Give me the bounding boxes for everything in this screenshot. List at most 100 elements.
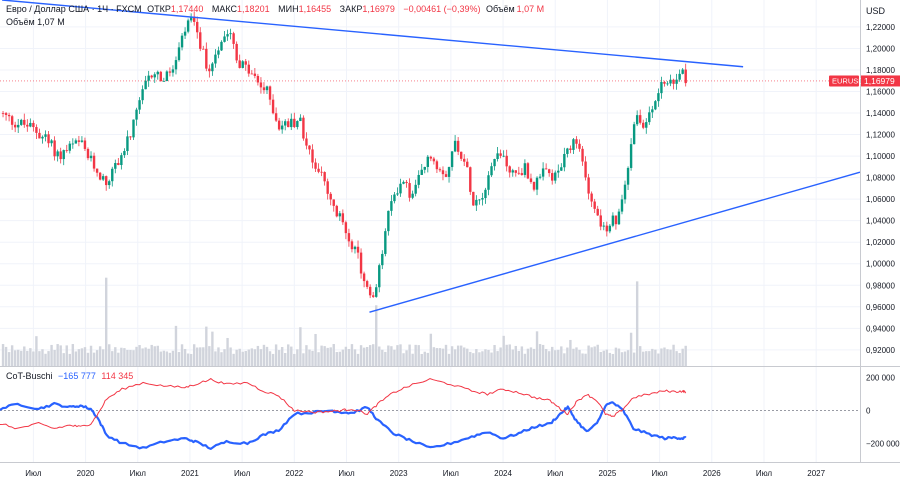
candle-body <box>368 286 372 296</box>
price-tick-label: 1,10000 <box>866 152 895 161</box>
cot-indicator-name[interactable]: CoT-Buschi <box>6 371 53 381</box>
candle-body <box>635 115 639 125</box>
candle-body <box>53 140 56 157</box>
candle-body <box>381 253 384 266</box>
volume-bar <box>305 345 308 366</box>
candle-body <box>132 119 135 138</box>
volume-bar <box>417 345 420 366</box>
price-tick-label: 1,02000 <box>866 238 895 247</box>
candle-body <box>620 199 624 212</box>
volume-bar <box>290 346 293 366</box>
candle-body <box>632 124 636 145</box>
currency-label[interactable]: USD <box>866 6 886 16</box>
volume-bar <box>293 353 296 366</box>
candle-body <box>217 50 220 55</box>
close-label: ЗАКР <box>339 4 363 14</box>
volume-bar <box>23 346 26 366</box>
candle-body <box>426 156 430 167</box>
volume-bar <box>526 348 530 366</box>
time-tick-label: 2020 <box>77 469 95 478</box>
cot-series-line <box>0 378 687 430</box>
cot-tick-label: −200 000 <box>866 439 900 448</box>
candle-body <box>332 199 335 206</box>
volume-bar <box>384 351 387 366</box>
candle-body <box>32 122 35 128</box>
candle-body <box>338 213 342 217</box>
candle-body <box>587 177 590 194</box>
volume-bar <box>287 344 290 366</box>
time-tick-label: Июл <box>651 469 668 478</box>
volume-bar <box>83 347 87 366</box>
candle-body <box>192 16 196 22</box>
volume-bar <box>578 349 581 366</box>
candle-body <box>384 231 387 254</box>
volume-bar <box>502 335 505 366</box>
time-tick-label: Июл <box>547 469 564 478</box>
time-tick-label: 2023 <box>390 469 408 478</box>
candle-body <box>614 215 618 225</box>
price-tick-label: 1,04000 <box>866 217 895 226</box>
candle-body <box>554 172 557 181</box>
volume-bar <box>390 346 393 366</box>
volume-bar <box>104 277 108 366</box>
candle-body <box>71 143 75 145</box>
volume-bar <box>459 345 463 366</box>
candle-body <box>523 163 527 175</box>
volume-bar <box>44 353 47 366</box>
volume-bar <box>101 349 105 366</box>
candle-body <box>584 161 587 178</box>
candle-body <box>487 175 490 190</box>
candle-body <box>408 183 411 198</box>
volume-bar <box>299 327 302 366</box>
candle-body <box>199 32 202 49</box>
candle-body <box>341 213 345 223</box>
candle-body <box>393 194 396 202</box>
candle-body <box>177 47 181 61</box>
candle-body <box>514 170 517 173</box>
volume-bar <box>535 331 539 366</box>
volume-legend[interactable]: Объём 1,07 M <box>6 17 65 27</box>
volume-bar <box>150 344 153 366</box>
candle-body <box>335 205 338 217</box>
volume-bar <box>74 351 78 366</box>
candle-body <box>129 136 132 138</box>
trendline <box>2 0 744 68</box>
volume-bar <box>192 344 196 366</box>
volume-bar <box>359 345 363 366</box>
volume-bar <box>153 346 156 366</box>
volume-bar <box>156 345 159 366</box>
candle-body <box>596 208 599 216</box>
candle-body <box>347 233 351 242</box>
candle-body <box>405 181 408 184</box>
volume-bar <box>569 339 572 366</box>
volume-bar <box>344 346 348 366</box>
candle-body <box>98 172 102 180</box>
symbol-title[interactable]: Евро / Доллар США · 1Ч · FXCM <box>6 4 142 14</box>
candle-body <box>220 41 223 51</box>
cot-blue-value: −165 777 <box>58 371 96 381</box>
candle-body <box>183 31 187 36</box>
volume-bar <box>484 349 487 366</box>
candle-body <box>435 161 439 170</box>
volume-bar <box>393 349 396 366</box>
candle-body <box>41 136 44 139</box>
volume-bar <box>517 350 521 366</box>
candle-body <box>617 211 621 225</box>
candle-body <box>196 21 199 33</box>
volume-bar <box>590 347 593 366</box>
candle-body <box>1 113 5 114</box>
volume-bar <box>141 348 144 366</box>
candle-body <box>599 215 602 227</box>
volume-bar <box>32 351 35 366</box>
price-tick-label: 0,94000 <box>866 324 895 333</box>
volume-bar <box>617 348 621 366</box>
volume-bar <box>323 346 326 366</box>
volume-bar <box>205 326 208 366</box>
time-tick-label: Июл <box>234 469 251 478</box>
volume-bar <box>199 347 202 366</box>
volume-bar <box>375 305 378 366</box>
volume-bar <box>253 349 257 366</box>
price-tick-label: 1,22000 <box>866 23 895 32</box>
